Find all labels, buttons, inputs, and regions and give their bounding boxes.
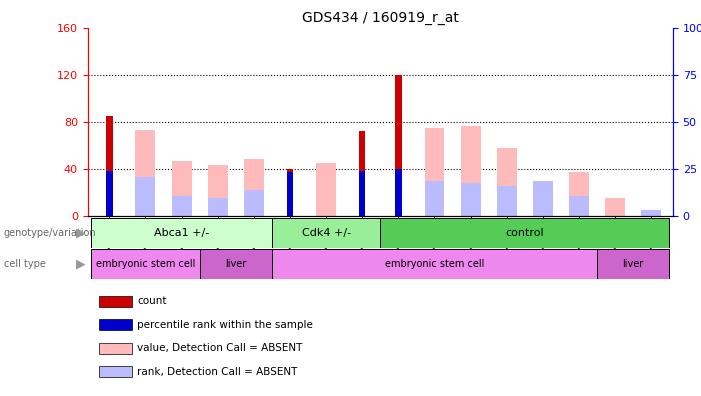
Bar (641, 210, 661, 216)
Bar (106, 116, 113, 216)
Bar (425, 128, 444, 216)
Text: liver: liver (225, 259, 246, 269)
Bar (200, 249, 272, 279)
Bar (425, 181, 444, 216)
Bar (172, 160, 191, 216)
Bar (605, 198, 625, 216)
Bar (316, 163, 336, 216)
Bar (359, 131, 365, 216)
Text: liver: liver (622, 259, 644, 269)
Bar (287, 169, 293, 216)
Bar (244, 159, 264, 216)
Bar (381, 218, 669, 248)
Bar (106, 171, 113, 216)
Text: ▶: ▶ (76, 258, 86, 271)
Bar (244, 190, 264, 216)
Text: embryonic stem cell: embryonic stem cell (385, 259, 484, 269)
Text: value, Detection Call = ABSENT: value, Detection Call = ABSENT (137, 343, 303, 353)
Bar (91, 218, 272, 248)
Text: control: control (505, 228, 544, 238)
Bar (135, 177, 156, 216)
Bar (100, 319, 132, 330)
Bar (91, 249, 200, 279)
Bar (597, 249, 669, 279)
Bar (461, 126, 481, 216)
Text: ▶: ▶ (76, 226, 86, 239)
Bar (272, 249, 597, 279)
Text: Cdk4 +/-: Cdk4 +/- (301, 228, 350, 238)
Bar (287, 172, 293, 216)
Bar (533, 181, 553, 216)
Bar (100, 366, 132, 377)
Bar (207, 165, 228, 216)
Bar (569, 172, 589, 216)
Text: percentile rank within the sample: percentile rank within the sample (137, 320, 313, 330)
Bar (569, 196, 589, 216)
Bar (272, 218, 380, 248)
Bar (497, 187, 517, 216)
Title: GDS434 / 160919_r_at: GDS434 / 160919_r_at (302, 11, 458, 25)
Text: Abca1 +/-: Abca1 +/- (154, 228, 209, 238)
Bar (172, 196, 191, 216)
Bar (395, 169, 402, 216)
Text: genotype/variation: genotype/variation (4, 228, 96, 238)
Text: embryonic stem cell: embryonic stem cell (96, 259, 195, 269)
Bar (461, 183, 481, 216)
Bar (135, 130, 156, 216)
Bar (497, 148, 517, 216)
Bar (207, 198, 228, 216)
Bar (100, 296, 132, 307)
Bar (100, 343, 132, 354)
Text: cell type: cell type (4, 259, 46, 269)
Text: count: count (137, 296, 167, 306)
Text: rank, Detection Call = ABSENT: rank, Detection Call = ABSENT (137, 367, 298, 377)
Bar (359, 171, 365, 216)
Bar (395, 75, 402, 216)
